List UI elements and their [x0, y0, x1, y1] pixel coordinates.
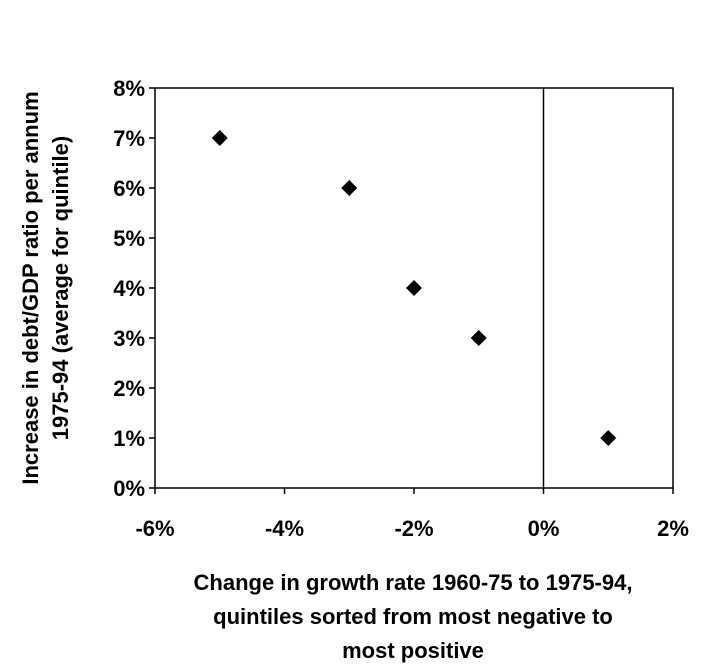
y-tick-label: 0% — [113, 476, 145, 501]
x-axis-title-line-3: most positive — [342, 638, 484, 663]
data-point-diamond — [406, 280, 422, 296]
x-axis-title-line-1: Change in growth rate 1960-75 to 1975-94… — [194, 570, 633, 595]
x-axis-title-line-2: quintiles sorted from most negative to — [213, 604, 613, 629]
y-tick-label: 3% — [113, 326, 145, 351]
y-axis-title-line-1: Increase in debt/GDP ratio per annum — [18, 91, 43, 484]
x-tick-label: -6% — [135, 516, 174, 541]
x-tick-label: 2% — [657, 516, 689, 541]
y-tick-label: 1% — [113, 426, 145, 451]
x-tick-label: 0% — [528, 516, 560, 541]
y-tick-label: 2% — [113, 376, 145, 401]
y-tick-label: 6% — [113, 176, 145, 201]
y-axis-title-line-2: 1975-94 (average for quintile) — [48, 136, 73, 440]
y-tick-label: 7% — [113, 126, 145, 151]
y-tick-label: 4% — [113, 276, 145, 301]
data-point-diamond — [470, 330, 487, 346]
data-point-diamond — [341, 180, 358, 196]
data-point-diamond — [211, 130, 228, 146]
y-tick-label: 8% — [113, 76, 145, 101]
x-tick-label: -4% — [265, 516, 304, 541]
y-tick-label: 5% — [113, 226, 145, 251]
data-point-diamond — [600, 430, 617, 446]
x-tick-label: -2% — [394, 516, 433, 541]
